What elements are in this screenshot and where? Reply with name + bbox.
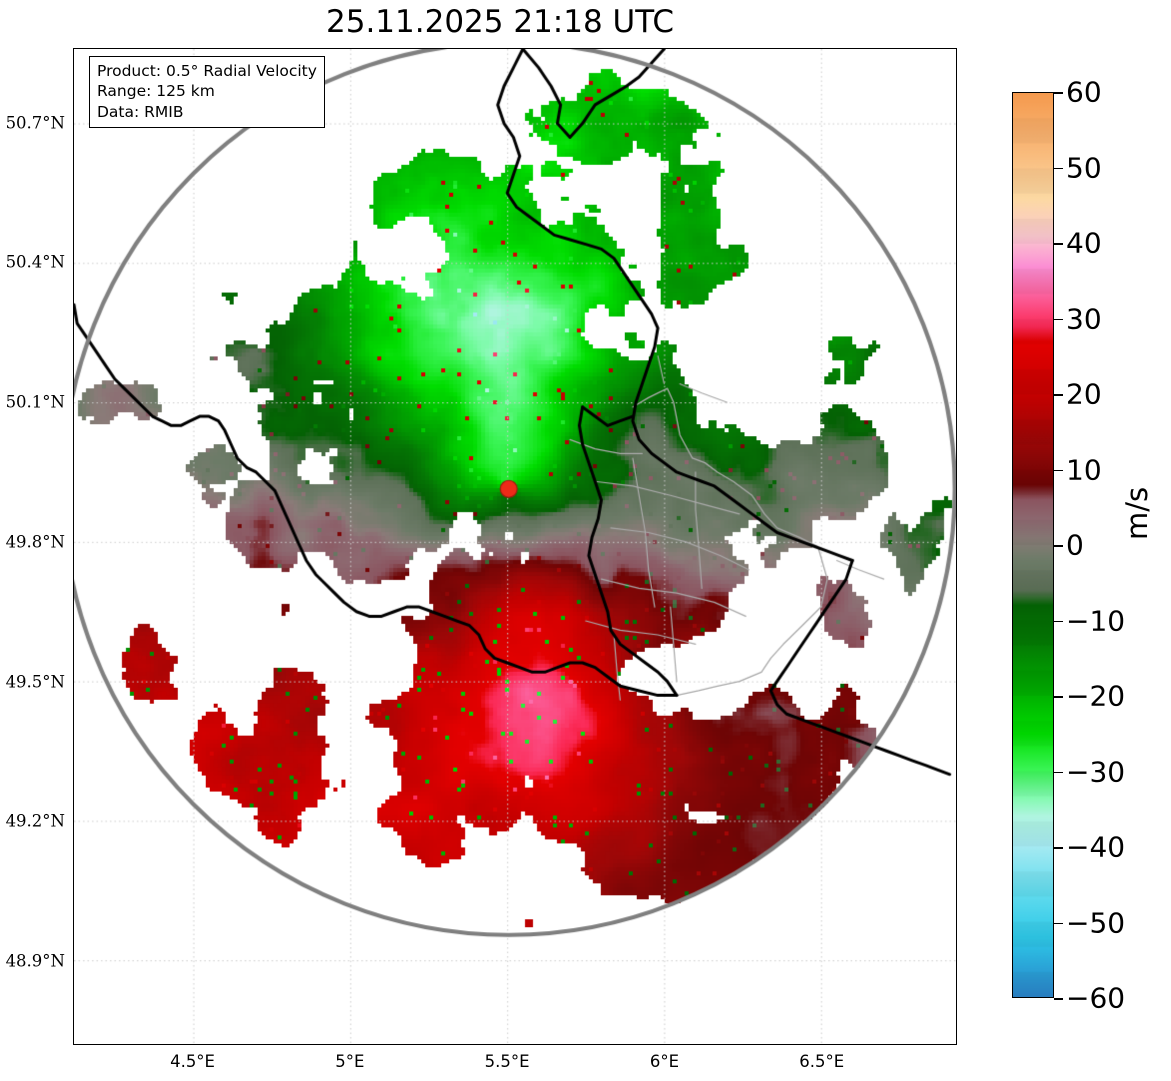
y-tick-label: 49.5°N	[5, 672, 65, 692]
colorbar-tick-mark	[1054, 167, 1063, 170]
colorbar-tick-mark	[1054, 847, 1063, 849]
colorbar-unit-label: m/s	[1120, 486, 1154, 540]
colorbar-tick-mark	[1054, 92, 1063, 94]
colorbar-tick-mark	[1054, 696, 1063, 698]
y-tick-label: 48.9°N	[5, 951, 65, 971]
y-axis-labels: 50.7°N 50.4°N 50.1°N 49.8°N 49.5°N 49.2°N 48.9…	[0, 0, 65, 1081]
colorbar-tick-label: −60	[1066, 981, 1126, 1015]
colorbar-tick-mark	[1054, 243, 1063, 245]
colorbar-tick-mark	[1054, 998, 1063, 1000]
x-tick-label: 6°E	[649, 1052, 680, 1071]
colorbar-tick-mark	[1054, 394, 1063, 396]
x-tick-label: 5°E	[335, 1052, 365, 1071]
y-tick-label: 50.4°N	[5, 252, 65, 272]
colorbar-tick-label: 30	[1066, 302, 1102, 335]
x-tick-label: 4.5°E	[170, 1052, 215, 1071]
colorbar-tick-mark	[1054, 469, 1063, 472]
colorbar-tick-label: −40	[1066, 830, 1126, 864]
info-data-source: Data: RMIB	[97, 102, 184, 121]
y-tick-label: 49.2°N	[5, 811, 65, 831]
product-info-box: Product: 0.5° Radial Velocity Range: 125…	[89, 56, 325, 129]
colorbar-tick-label: −10	[1066, 604, 1126, 637]
page-title: 25.11.2025 21:18 UTC	[326, 4, 674, 40]
colorbar-tick-label: 40	[1066, 226, 1102, 260]
colorbar-tick-label: 10	[1066, 453, 1102, 486]
colorbar-tick-label: 20	[1066, 377, 1102, 411]
radar-reflectivity-canvas[interactable]	[74, 49, 956, 1044]
x-tick-label: 6.5°E	[799, 1052, 845, 1071]
colorbar-tick-label: −20	[1066, 679, 1126, 713]
colorbar-tick-labels: 60 50 40 30 20 10 0 −10 −20 −30 −40 −50 −60	[1054, 76, 1126, 1015]
colorbar	[1012, 92, 1054, 998]
x-tick-label: 5.5°E	[484, 1052, 530, 1071]
y-tick-label: 49.8°N	[5, 532, 65, 552]
colorbar-tick-mark	[1054, 545, 1063, 547]
colorbar-tick-mark	[1054, 922, 1063, 925]
colorbar-tick-label: −50	[1066, 906, 1126, 939]
colorbar-tick-label: 0	[1066, 528, 1084, 562]
colorbar-tick-mark	[1054, 318, 1063, 321]
colorbar-tick-label: 60	[1066, 75, 1102, 109]
radar-plot-area[interactable]: Product: 0.5° Radial Velocity Range: 125…	[73, 48, 957, 1045]
colorbar-tick-label: −30	[1066, 755, 1126, 788]
colorbar-gradient	[1013, 93, 1053, 997]
x-axis-labels: 4.5°E 5°E 5.5°E 6°E 6.5°E	[0, 1052, 1171, 1080]
y-tick-label: 50.1°N	[5, 392, 65, 412]
info-range: Range: 125 km	[97, 82, 215, 101]
colorbar-tick-label: 50	[1066, 151, 1102, 184]
colorbar-tick-mark	[1054, 771, 1063, 774]
colorbar-tick-mark	[1054, 620, 1063, 623]
info-product: Product: 0.5° Radial Velocity	[97, 62, 317, 80]
y-tick-label: 50.7°N	[5, 113, 65, 133]
